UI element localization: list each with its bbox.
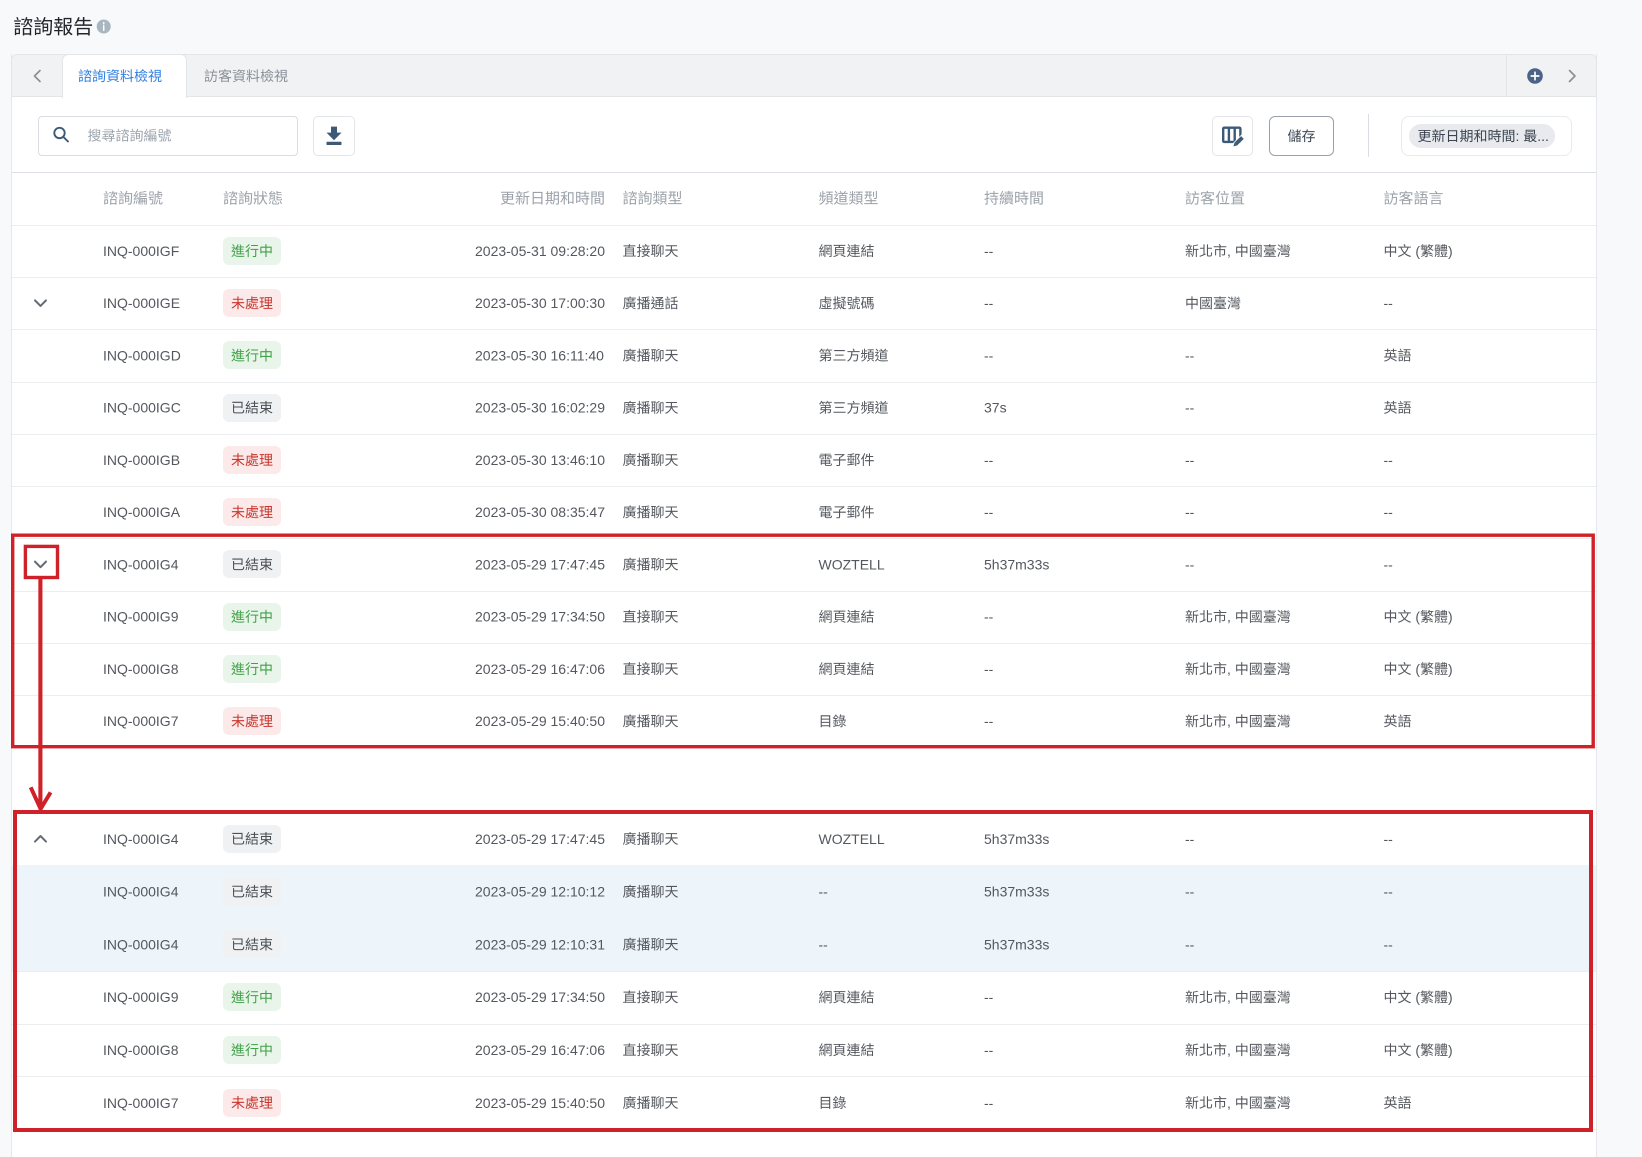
svg-text:(: ( (1412, 1042, 1421, 1058)
svg-text:WOZTELL: WOZTELL (819, 556, 885, 572)
svg-text:2023-05-29 15:40:50: 2023-05-29 15:40:50 (475, 1095, 605, 1111)
svg-text:INQ-000IG9: INQ-000IG9 (103, 989, 179, 1005)
svg-text:--: -- (984, 295, 994, 311)
svg-text:2023-05-29 15:40:50: 2023-05-29 15:40:50 (475, 713, 605, 729)
svg-text:2023-05-29 17:34:50: 2023-05-29 17:34:50 (475, 609, 605, 625)
svg-text:,: , (1227, 243, 1235, 259)
svg-text:--: -- (984, 661, 994, 677)
svg-text:INQ-000IGB: INQ-000IGB (103, 452, 180, 468)
svg-text:2023-05-29 12:10:31: 2023-05-29 12:10:31 (475, 936, 605, 952)
svg-text:INQ-000IGD: INQ-000IGD (103, 347, 181, 363)
svg-text:): ) (1448, 243, 1453, 259)
svg-text:,: , (1227, 609, 1235, 625)
svg-text:,: , (1227, 1095, 1235, 1111)
svg-text:--: -- (1384, 504, 1394, 520)
svg-text:2023-05-29 17:47:45: 2023-05-29 17:47:45 (475, 556, 605, 572)
svg-text:5h37m33s: 5h37m33s (984, 556, 1049, 572)
svg-text:WOZTELL: WOZTELL (819, 831, 885, 847)
svg-text:INQ-000IG9: INQ-000IG9 (103, 609, 179, 625)
svg-text:--: -- (1185, 831, 1195, 847)
svg-text:--: -- (819, 936, 829, 952)
svg-text:--: -- (984, 989, 994, 1005)
svg-text:2023-05-30 16:02:29: 2023-05-30 16:02:29 (475, 400, 605, 416)
svg-text:2023-05-29 16:47:06: 2023-05-29 16:47:06 (475, 661, 605, 677)
svg-text:--: -- (984, 504, 994, 520)
svg-text:--: -- (984, 609, 994, 625)
svg-text:--: -- (984, 1095, 994, 1111)
svg-text:INQ-000IG4: INQ-000IG4 (103, 831, 179, 847)
svg-text:): ) (1448, 989, 1453, 1005)
svg-text:--: -- (984, 713, 994, 729)
svg-text:(: ( (1412, 989, 1421, 1005)
svg-text:--: -- (1384, 556, 1394, 572)
svg-text:INQ-000IGA: INQ-000IGA (103, 504, 181, 520)
svg-text:--: -- (984, 347, 994, 363)
svg-text:,: , (1227, 989, 1235, 1005)
svg-text:INQ-000IGE: INQ-000IGE (103, 295, 180, 311)
svg-text:2023-05-29 17:47:45: 2023-05-29 17:47:45 (475, 831, 605, 847)
svg-text:,: , (1227, 713, 1235, 729)
svg-text::: : (1516, 128, 1524, 144)
svg-text:--: -- (1185, 884, 1195, 900)
svg-text:--: -- (819, 884, 829, 900)
svg-text:): ) (1448, 661, 1453, 677)
svg-text:INQ-000IG4: INQ-000IG4 (103, 936, 179, 952)
svg-text:(: ( (1412, 609, 1421, 625)
svg-text:INQ-000IG4: INQ-000IG4 (103, 884, 179, 900)
svg-text:...: ... (1537, 128, 1549, 144)
svg-text:(: ( (1412, 243, 1421, 259)
svg-text:,: , (1227, 661, 1235, 677)
svg-text:(: ( (1412, 661, 1421, 677)
svg-text:2023-05-30 17:00:30: 2023-05-30 17:00:30 (475, 295, 605, 311)
svg-text:5h37m33s: 5h37m33s (984, 884, 1049, 900)
svg-text:--: -- (984, 1042, 994, 1058)
svg-text:2023-05-31 09:28:20: 2023-05-31 09:28:20 (475, 243, 605, 259)
svg-text:--: -- (1185, 504, 1195, 520)
svg-text:INQ-000IGF: INQ-000IGF (103, 243, 179, 259)
svg-text:): ) (1448, 1042, 1453, 1058)
svg-text:--: -- (1185, 556, 1195, 572)
svg-text:INQ-000IG8: INQ-000IG8 (103, 661, 179, 677)
svg-text:INQ-000IG7: INQ-000IG7 (103, 1095, 179, 1111)
svg-text:2023-05-30 13:46:10: 2023-05-30 13:46:10 (475, 452, 605, 468)
svg-text:,: , (1227, 1042, 1235, 1058)
svg-text:INQ-000IG4: INQ-000IG4 (103, 556, 179, 572)
svg-text:2023-05-29 12:10:12: 2023-05-29 12:10:12 (475, 884, 605, 900)
svg-text:--: -- (1384, 452, 1394, 468)
svg-text:--: -- (984, 243, 994, 259)
svg-text:INQ-000IG8: INQ-000IG8 (103, 1042, 179, 1058)
svg-text:--: -- (1185, 347, 1195, 363)
svg-text:--: -- (984, 452, 994, 468)
svg-text:--: -- (1185, 400, 1195, 416)
svg-text:--: -- (1384, 831, 1394, 847)
svg-text:37s: 37s (984, 400, 1007, 416)
svg-text:--: -- (1384, 884, 1394, 900)
svg-text:2023-05-29 16:47:06: 2023-05-29 16:47:06 (475, 1042, 605, 1058)
svg-text:--: -- (1185, 936, 1195, 952)
svg-text:2023-05-30 16:11:40: 2023-05-30 16:11:40 (475, 347, 604, 363)
svg-text:5h37m33s: 5h37m33s (984, 831, 1049, 847)
svg-text:--: -- (1384, 936, 1394, 952)
svg-text:--: -- (1185, 452, 1195, 468)
svg-text:2023-05-29 17:34:50: 2023-05-29 17:34:50 (475, 989, 605, 1005)
svg-text:--: -- (1384, 295, 1394, 311)
svg-text:5h37m33s: 5h37m33s (984, 936, 1049, 952)
svg-text:INQ-000IGC: INQ-000IGC (103, 400, 181, 416)
svg-text:2023-05-30 08:35:47: 2023-05-30 08:35:47 (475, 504, 605, 520)
svg-text:INQ-000IG7: INQ-000IG7 (103, 713, 179, 729)
svg-text:): ) (1448, 609, 1453, 625)
